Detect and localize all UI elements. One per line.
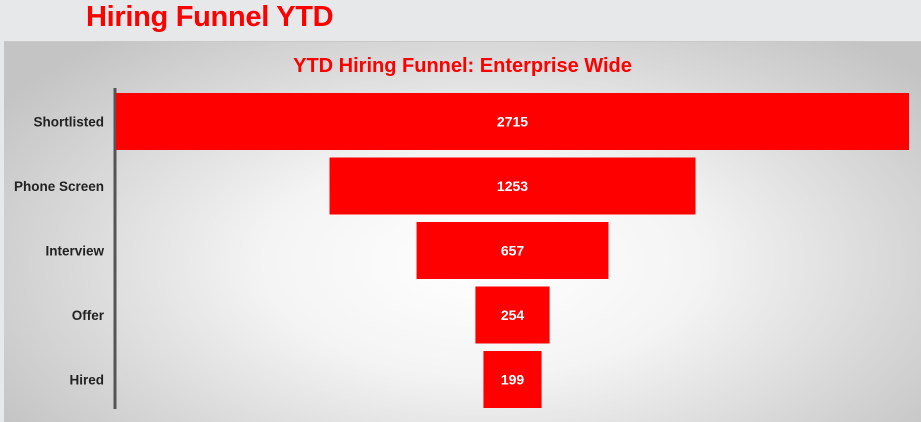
page-title: Hiring Funnel YTD <box>86 1 334 33</box>
data-label: 199 <box>501 372 525 388</box>
category-label: Shortlisted <box>33 115 104 130</box>
category-label: Offer <box>72 308 105 323</box>
funnel-chart: 2715 Shortlisted 1253 Phone Screen 657 Interv… <box>14 88 909 409</box>
funnel-bar <box>116 93 909 150</box>
funnel-bar <box>416 222 609 279</box>
funnel-bar <box>329 157 696 215</box>
data-label: 657 <box>501 243 525 259</box>
category-label: Hired <box>69 373 104 388</box>
funnel-bar <box>475 286 550 344</box>
data-label: 2715 <box>497 114 528 130</box>
funnel-bar <box>483 351 542 408</box>
category-label: Interview <box>45 244 104 259</box>
data-label: 254 <box>501 307 525 323</box>
chart-area: YTD Hiring Funnel: Enterprise Wide 2715 S… <box>4 41 921 422</box>
category-label: Phone Screen <box>14 179 104 194</box>
data-label: 1253 <box>497 178 528 194</box>
chart-title: YTD Hiring Funnel: Enterprise Wide <box>293 55 632 77</box>
